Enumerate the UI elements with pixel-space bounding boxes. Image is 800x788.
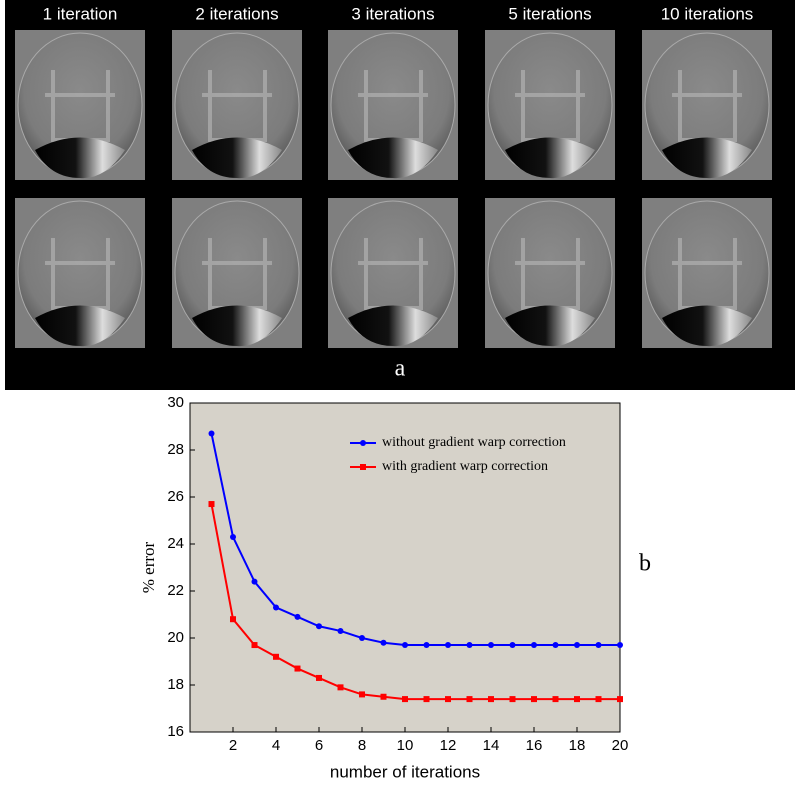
point [617,696,623,703]
image-shadow [35,137,125,179]
image-shadow [192,305,282,347]
point [574,642,580,649]
x-tick-label: 8 [358,737,366,754]
point [445,642,451,649]
point [337,684,344,691]
point [574,696,580,703]
image-shadow [348,305,438,347]
legend-marker [360,440,366,446]
y-tick-label: 16 [167,723,184,740]
y-tick-label: 20 [167,629,184,646]
y-tick-label: 28 [167,441,184,458]
image-shadow [662,305,752,347]
point [531,696,537,703]
legend-label: without gradient warp correction [382,435,566,450]
point [230,616,236,623]
point [617,642,623,649]
legend-marker [360,464,366,470]
x-tick-label: 14 [483,737,500,754]
plot-area [189,402,621,733]
point [380,693,387,700]
column-title: 10 iterations [661,4,754,23]
y-tick-label: 22 [167,582,184,599]
point [230,533,236,540]
point [316,623,322,630]
series-line [210,433,620,647]
x-tick-label: 4 [272,737,280,754]
image-shadow [348,137,438,179]
x-axis-label: number of iterations [330,762,480,781]
y-tick-label: 24 [167,535,184,552]
image-shadow [192,137,282,179]
panel-label: a [395,356,406,382]
point [251,578,258,585]
x-tick-label: 18 [569,737,586,754]
point [316,674,322,681]
image-shadow [35,305,125,347]
column-title: 2 iterations [195,4,278,23]
point [595,642,602,649]
image-shadow [662,137,752,179]
point [294,613,301,620]
image-shadow [505,137,595,179]
point [445,696,451,703]
y-tick-label: 30 [167,394,184,411]
series-line [210,503,620,701]
column-title: 1 iteration [43,4,118,23]
x-tick-label: 6 [315,737,323,754]
point [359,691,365,698]
x-tick-label: 12 [440,737,457,754]
point [359,635,365,641]
point [488,696,494,703]
point [595,696,602,703]
point [251,642,258,649]
point [466,696,473,703]
point [294,665,301,672]
point [552,642,559,649]
x-tick-label: 16 [526,737,543,754]
x-tick-label: 2 [229,737,237,754]
point [208,430,215,437]
x-tick-label: 20 [612,737,629,754]
y-axis-label: % error [139,541,158,593]
point [509,642,516,649]
point [402,642,408,649]
point [423,642,430,649]
point [380,639,387,646]
column-title: 5 iterations [508,4,591,23]
point [531,642,537,649]
point [552,696,559,703]
y-tick-label: 18 [167,676,184,693]
point [423,696,430,703]
point [273,653,279,660]
panel-label: b [639,551,651,577]
point [402,696,408,703]
legend-label: with gradient warp correction [382,459,548,474]
point [509,696,516,703]
point [273,604,279,611]
x-tick-label: 10 [397,737,414,754]
point [466,642,473,649]
y-tick-label: 26 [167,488,184,505]
point [488,642,494,649]
column-title: 3 iterations [351,4,434,23]
point [208,501,215,508]
image-shadow [505,305,595,347]
point [337,627,344,634]
